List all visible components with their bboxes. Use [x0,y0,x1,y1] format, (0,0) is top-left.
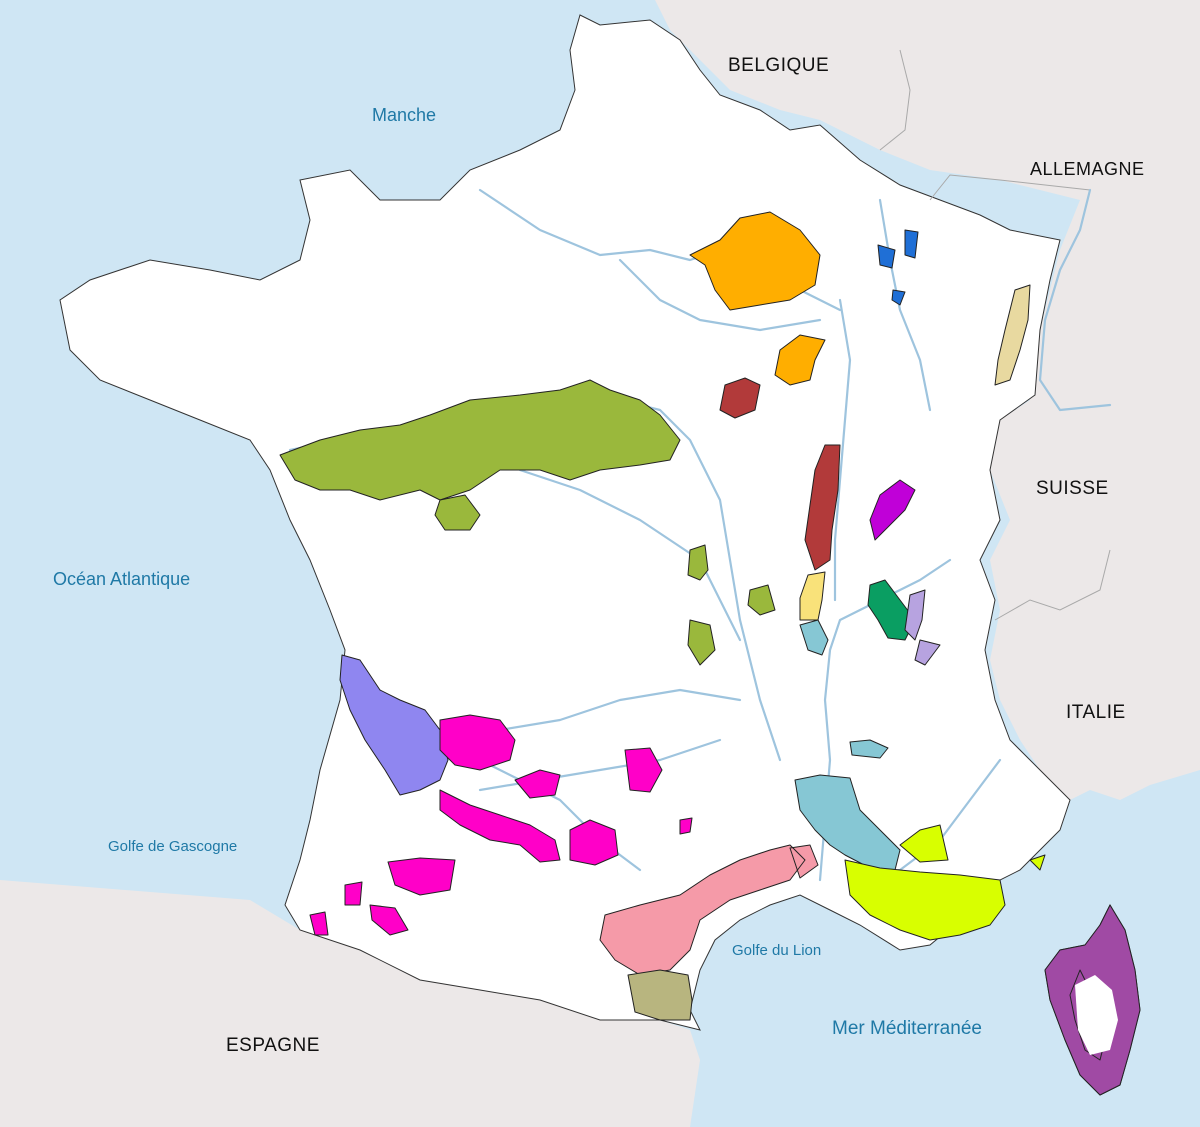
river-cher [518,468,742,642]
region-savoie [867,579,916,641]
label-belgique: BELGIQUE [728,55,829,76]
region-provence [844,824,1046,941]
border-belgium-germany [879,49,1091,201]
land-north-east [655,0,1200,800]
river-marne [618,258,822,332]
label-italie: ITALIE [1066,702,1126,723]
region-gascogne [309,857,456,936]
region-champagne [689,211,821,311]
wine-regions [279,211,1141,1096]
label-allemagne: ALLEMAGNE [1030,159,1145,179]
region-rhone-north [799,619,889,759]
river-saone [833,298,852,602]
region-bourgogne-cote [804,444,841,571]
region-lorraine [877,229,919,306]
land-spain [0,880,700,1127]
label-ocean-atlantique: Océan Atlantique [53,569,190,589]
region-bourgogne-chablis [719,377,761,419]
region-bergerac [439,714,516,771]
corse-interior [1075,975,1118,1055]
river-rhine [1038,188,1112,412]
label-mer-mediterranee: Mer Méditerranée [832,1018,982,1039]
region-sud-ouest [439,747,693,866]
label-golfe-gascogne: Golfe de Gascogne [108,838,237,855]
river-moselle [878,198,932,412]
region-val-de-loire-south [434,494,776,666]
border-switzerland-italy [994,549,1111,621]
region-languedoc [599,844,819,976]
region-alsace [994,284,1031,386]
region-val-de-loire [279,379,681,501]
label-manche: Manche [372,105,436,125]
region-champagne-south [774,334,826,386]
region-bugey [904,589,941,666]
region-roussillon [627,969,693,1021]
region-jura [869,479,916,541]
label-golfe-lion: Golfe du Lion [732,942,821,959]
label-espagne: ESPAGNE [226,1035,320,1056]
region-bordeaux [339,654,449,796]
label-suisse: SUISSE [1036,478,1109,499]
